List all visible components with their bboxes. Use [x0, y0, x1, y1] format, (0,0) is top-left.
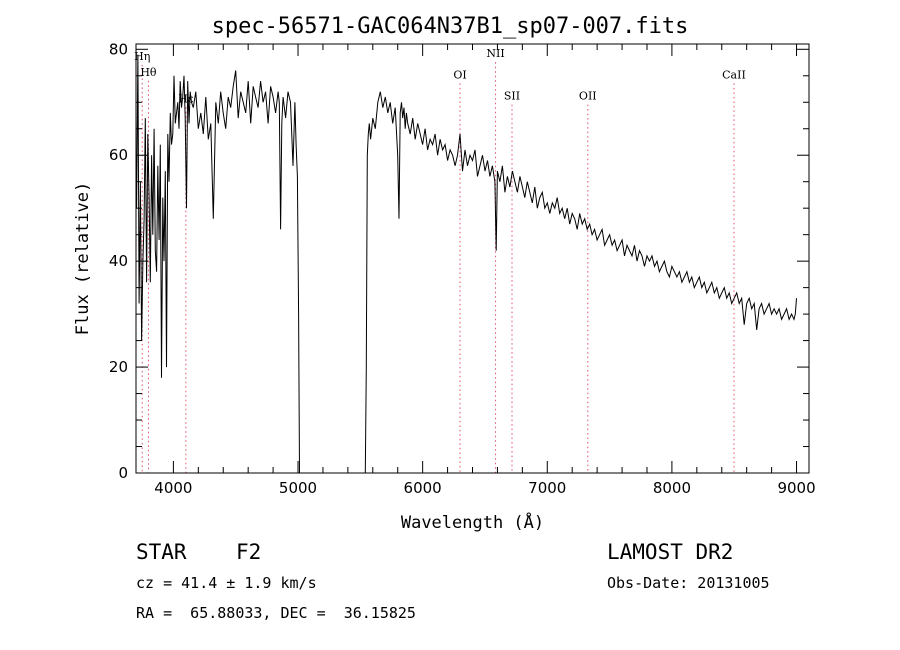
redshift-velocity: cz = 41.4 ± 1.9 km/s — [136, 574, 317, 592]
x-tick-label: 5000 — [279, 479, 317, 497]
line-marker-label: NII — [486, 47, 504, 60]
coordinates: RA = 65.88033, DEC = 36.15825 — [136, 604, 416, 622]
x-tick-label: 8000 — [653, 479, 691, 497]
chart-title: spec-56571-GAC064N37B1_sp07-007.fits — [212, 14, 689, 39]
line-marker-label: Hθ — [140, 66, 157, 79]
y-tick-label: 40 — [109, 252, 128, 270]
object-type: STAR — [136, 540, 187, 564]
x-tick-label: 9000 — [777, 479, 815, 497]
line-marker-label: CaII — [722, 68, 746, 81]
y-tick-label: 80 — [109, 40, 128, 58]
y-axis-label: Flux (relative) — [73, 182, 93, 336]
spectrum-line — [136, 54, 300, 474]
line-marker-label: OI — [453, 68, 466, 81]
x-tick-label: 6000 — [404, 479, 442, 497]
plot-frame — [135, 43, 810, 474]
line-marker-label: OII — [579, 90, 597, 103]
x-tick-label: 7000 — [528, 479, 566, 497]
observation-date: Obs-Date: 20131005 — [607, 574, 770, 592]
spectrum-line — [364, 91, 797, 474]
x-tick-label: 4000 — [154, 479, 192, 497]
y-tick-label: 60 — [109, 146, 128, 164]
line-marker-label: SII — [504, 90, 520, 103]
y-tick-label: 20 — [109, 358, 128, 376]
survey-name: LAMOST DR2 — [607, 540, 734, 564]
y-tick-label: 0 — [118, 464, 128, 482]
object-subclass: F2 — [236, 540, 262, 564]
x-axis-label: Wavelength (Å) — [401, 511, 544, 533]
line-marker-label: Hη — [134, 50, 150, 63]
